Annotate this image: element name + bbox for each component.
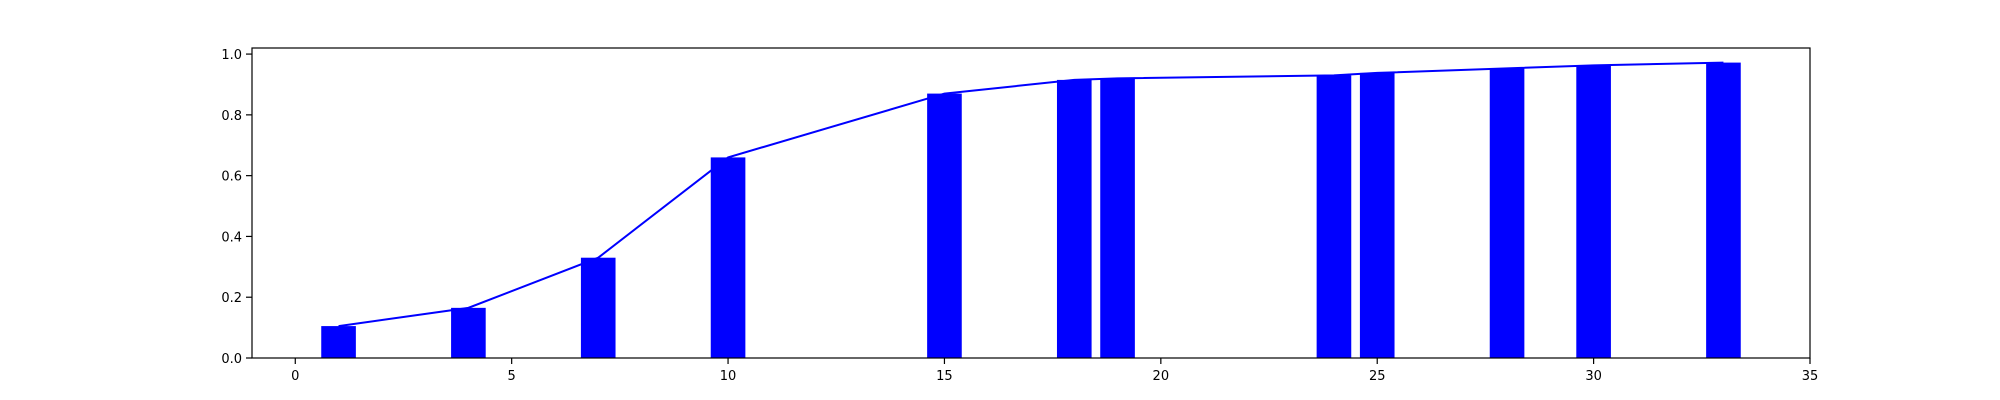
y-tick-label: 0.6 <box>221 170 242 185</box>
bar <box>927 93 962 359</box>
x-tick-label: 10 <box>720 369 737 384</box>
bar <box>1359 72 1395 358</box>
x-tick-label: 0 <box>291 369 299 384</box>
x-tick-label: 35 <box>1802 369 1819 384</box>
bar <box>580 257 616 358</box>
y-tick-label: 0.4 <box>221 230 242 245</box>
bar <box>710 157 746 358</box>
bar <box>1056 79 1092 358</box>
x-tick-label: 5 <box>508 369 516 384</box>
bar <box>1489 68 1525 359</box>
plot-frame <box>251 47 1811 359</box>
x-tick-label: 30 <box>1585 369 1602 384</box>
bar <box>1316 75 1352 359</box>
x-tick-label: 25 <box>1369 369 1386 384</box>
x-tick-label: 15 <box>936 369 953 384</box>
series-line <box>338 61 1724 328</box>
y-tick-label: 1.0 <box>221 48 242 63</box>
bar <box>451 307 486 358</box>
x-tick-label: 20 <box>1153 369 1170 384</box>
line-series-group <box>338 61 1724 328</box>
bar <box>1100 78 1135 359</box>
y-tick-label: 0.0 <box>221 352 242 367</box>
bar <box>1706 62 1741 359</box>
axes-group: 0 5 10 15 20 25 30 35 0.0 0.2 0.4 0.6 0.8 1.0 <box>221 47 1819 384</box>
bar <box>321 326 356 358</box>
y-tick-label: 0.2 <box>221 291 242 306</box>
bar <box>1576 65 1611 358</box>
bars-group <box>321 62 1741 359</box>
y-tick-label: 0.8 <box>221 109 242 124</box>
